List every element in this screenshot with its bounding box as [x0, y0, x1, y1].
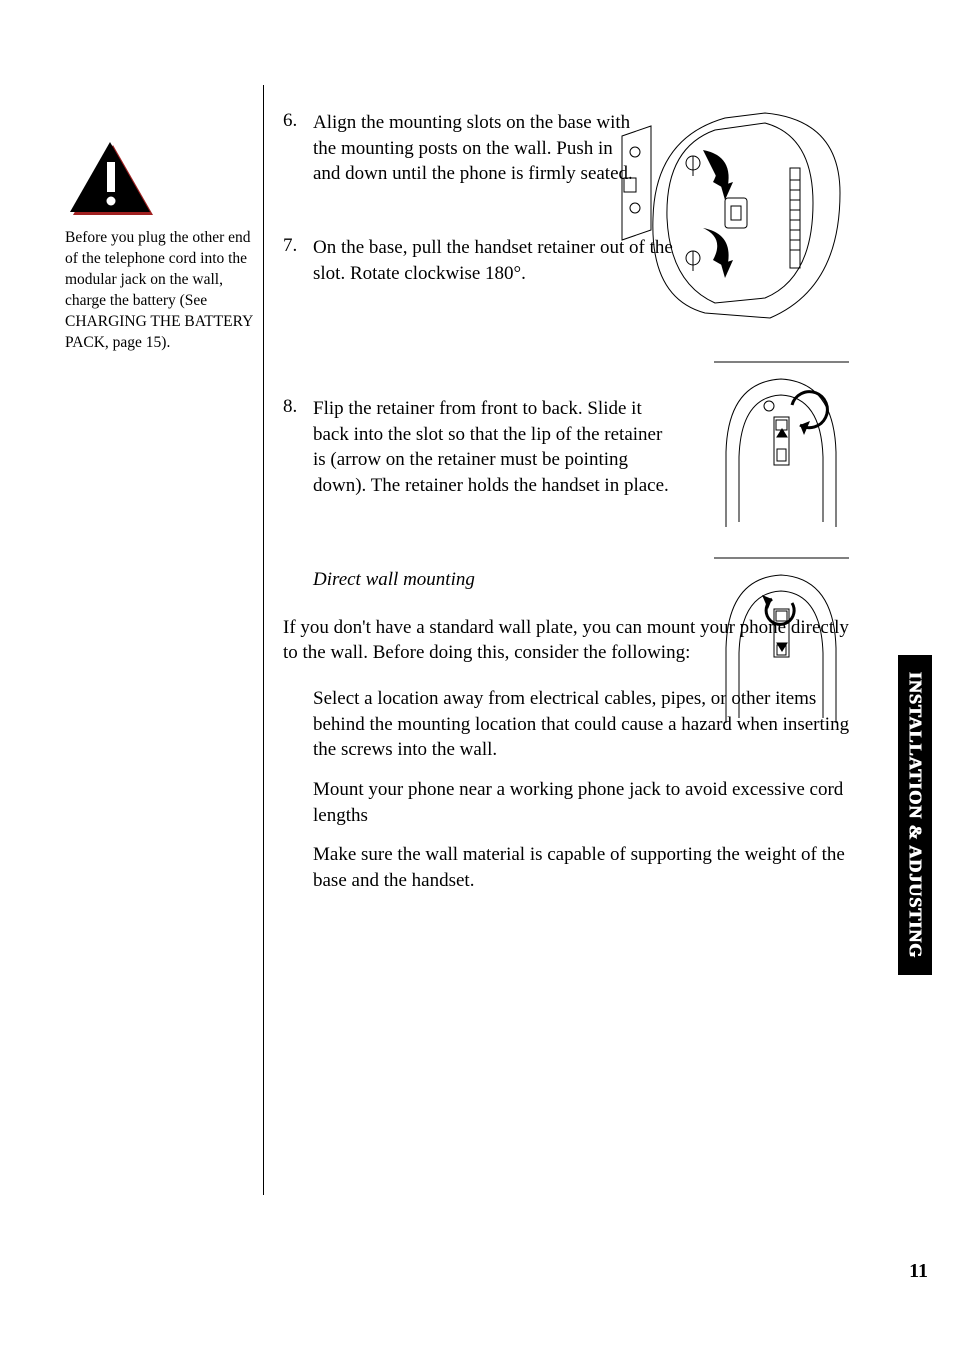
step-number: 7. [283, 235, 313, 257]
step-text: Flip the retainer from front to back. Sl… [313, 396, 673, 499]
warning-icon [65, 140, 155, 220]
bullet-3: Make sure the wall material is capable o… [313, 842, 858, 893]
section-tab-label: INSTALLATION & ADJUSTING [905, 672, 926, 958]
sidebar-caution-text: Before you plug the other end of the tel… [65, 228, 255, 354]
bullet-2: Mount your phone near a working phone ja… [313, 777, 858, 828]
sidebar-caution: Before you plug the other end of the tel… [65, 140, 255, 354]
figure-phone-base-mount [615, 108, 847, 333]
column-divider [263, 85, 264, 1195]
section-tab: INSTALLATION & ADJUSTING [898, 655, 932, 975]
figure-retainer-flip [714, 553, 849, 728]
step-number: 6. [283, 110, 313, 132]
page-number: 11 [909, 1260, 928, 1283]
step-text: Align the mounting slots on the base wit… [313, 110, 638, 187]
figure-retainer-rotate [714, 357, 849, 532]
step-number: 8. [283, 396, 313, 418]
